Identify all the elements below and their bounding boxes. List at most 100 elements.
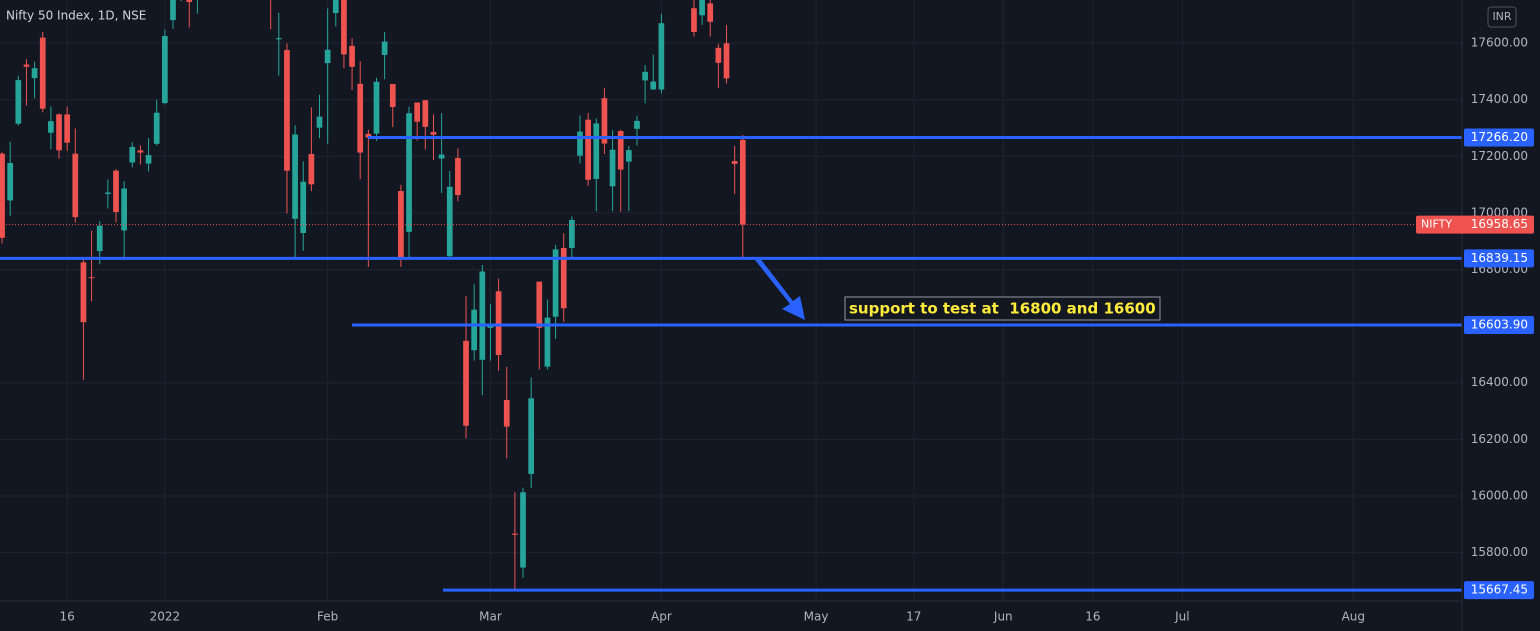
- candle-body: [389, 84, 396, 108]
- candle-body: [96, 225, 103, 252]
- x-tick-label: 16: [60, 610, 75, 624]
- x-tick-label: Jun: [993, 610, 1013, 624]
- candle-body: [552, 249, 559, 317]
- y-tick-label: 15800.00: [1471, 545, 1528, 559]
- y-tick-label: 17200.00: [1471, 149, 1528, 163]
- candle-body: [528, 398, 535, 474]
- candle-body: [7, 163, 14, 201]
- level-label: 16839.15: [1471, 251, 1528, 265]
- candle-body: [137, 150, 144, 153]
- candle-body: [569, 219, 575, 248]
- x-tick-label: May: [804, 610, 829, 624]
- candle-body: [308, 154, 315, 185]
- candle-body: [365, 133, 372, 138]
- series-name: NIFTY: [1421, 218, 1452, 231]
- candle-body: [56, 114, 62, 151]
- candle-body: [414, 102, 421, 122]
- candle-body: [544, 317, 551, 367]
- candle-body: [609, 149, 616, 187]
- candle-body: [153, 112, 160, 144]
- candle-body: [357, 83, 364, 153]
- level-label: 15667.45: [1471, 583, 1528, 597]
- candle-body: [593, 123, 600, 179]
- candle-body: [463, 340, 469, 426]
- candle-body: [715, 47, 722, 63]
- annotation-box: [844, 296, 1161, 321]
- annotation: support to test at 16800 and 16600: [849, 300, 1156, 318]
- candle-body: [88, 277, 95, 279]
- candle-body: [520, 492, 526, 568]
- candle-body: [536, 281, 543, 328]
- candle-body: [691, 8, 697, 32]
- level-tag: [1464, 581, 1534, 600]
- last-price-tag: [1416, 215, 1534, 234]
- candle-body: [479, 271, 486, 360]
- candle-body: [707, 3, 714, 22]
- candle-body: [455, 157, 461, 196]
- last-price-label: 16958.65: [1471, 217, 1528, 231]
- candle-body: [658, 23, 665, 90]
- candle-body: [23, 64, 30, 67]
- x-tick-label: 17: [906, 610, 921, 624]
- candle-body: [723, 43, 730, 79]
- candle-body: [430, 131, 437, 135]
- candle-body: [15, 80, 22, 124]
- axes: 15800.0016000.0016200.0016400.0016800.00…: [60, 36, 1534, 624]
- candle-body: [186, 0, 193, 2]
- x-tick-label: Feb: [317, 610, 338, 624]
- candle-body: [577, 131, 583, 156]
- candle-body: [48, 121, 54, 133]
- candle-body: [170, 0, 176, 21]
- x-tick-label: 16: [1085, 610, 1100, 624]
- x-tick-label: 2022: [150, 610, 181, 624]
- y-tick-label: 17600.00: [1471, 36, 1528, 50]
- candle-body: [438, 154, 445, 159]
- candle-body: [113, 170, 119, 213]
- candle-body: [731, 161, 738, 164]
- candle-body: [634, 120, 640, 129]
- candle-body: [121, 188, 127, 231]
- candle-body: [642, 71, 648, 81]
- currency: INR: [1492, 10, 1511, 23]
- candle-body: [324, 49, 331, 64]
- x-tick-label: Aug: [1342, 610, 1365, 624]
- y-tick-label: 16400.00: [1471, 375, 1528, 389]
- level-tag: [1464, 316, 1534, 335]
- y-tick-label: 17400.00: [1471, 92, 1528, 106]
- candle-body: [739, 139, 746, 225]
- candle-body: [446, 186, 453, 257]
- candle-body: [625, 150, 632, 162]
- candle-body: [373, 81, 380, 134]
- y-tick-label: 16000.00: [1471, 488, 1528, 502]
- candle-body: [72, 153, 79, 218]
- candle-body: [161, 35, 168, 104]
- candle-body: [292, 134, 298, 219]
- candle-body: [64, 114, 71, 143]
- candle-body: [284, 50, 290, 171]
- candle-body: [617, 131, 624, 170]
- candle-body: [381, 41, 388, 55]
- y-tick-label: 16200.00: [1471, 432, 1528, 446]
- candle-body: [129, 146, 136, 163]
- candle-body: [39, 37, 46, 109]
- level-tag: [1464, 249, 1534, 268]
- candle-body: [585, 119, 591, 180]
- candle-body: [349, 45, 355, 67]
- plot-area: [0, 0, 1462, 592]
- candle-body: [31, 68, 38, 79]
- level-label: 16603.90: [1471, 318, 1528, 332]
- candle-body: [650, 81, 657, 90]
- candle-body: [341, 0, 347, 55]
- candle-body: [503, 400, 510, 427]
- candle-body: [80, 262, 87, 323]
- arrow: [755, 257, 805, 320]
- x-tick-label: Apr: [651, 610, 672, 624]
- candle-body: [512, 533, 518, 535]
- candle-body: [0, 153, 5, 238]
- candle-body: [422, 100, 429, 127]
- currency-box[interactable]: [1487, 6, 1517, 28]
- candle-body: [145, 155, 152, 164]
